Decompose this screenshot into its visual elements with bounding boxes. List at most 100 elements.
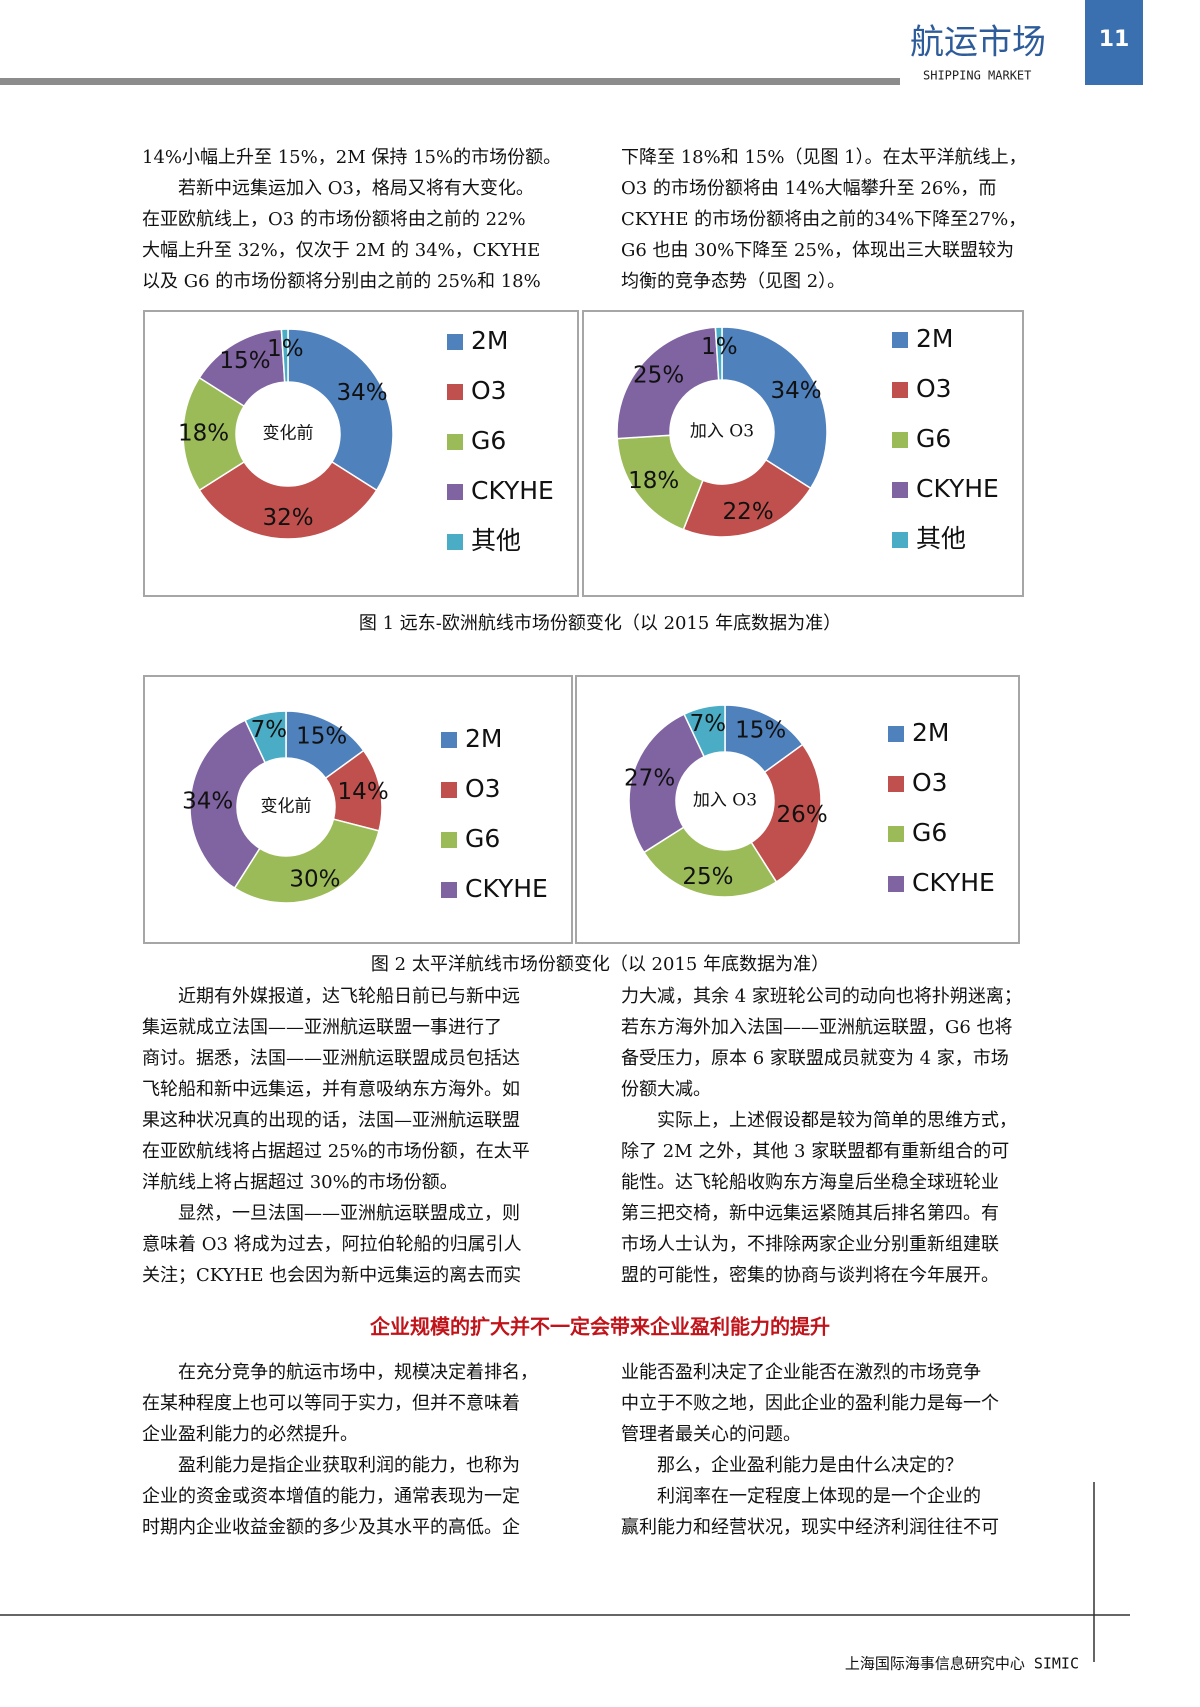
body-line: O3 的市场份额将由 14%大幅攀升至 26%，而 — [621, 178, 996, 199]
donut-slice — [616, 326, 720, 440]
data-label: 15% — [219, 348, 270, 374]
legend-label: CKYHE — [471, 476, 554, 505]
legend-label: O3 — [465, 774, 501, 803]
data-label: 14% — [338, 779, 389, 805]
legend-swatch — [892, 532, 908, 548]
body-line: 在充分竞争的航运市场中，规模决定着排名， — [178, 1362, 538, 1383]
legend-label: O3 — [471, 376, 507, 405]
legend-swatch — [447, 434, 463, 450]
body-line: 力大减，其余 4 家班轮公司的动向也将扑朔迷离； — [621, 986, 1022, 1007]
body-line: 飞轮船和新中远集运，并有意吸纳东方海外。如 — [142, 1079, 520, 1100]
data-label: 25% — [633, 363, 684, 389]
legend-label: 2M — [471, 326, 508, 355]
center-label: 变化前 — [261, 797, 312, 817]
body-line: 商讨。据悉，法国——亚洲航运联盟成员包括达 — [142, 1048, 520, 1069]
data-label: 15% — [296, 724, 347, 750]
donut-slice — [682, 458, 812, 538]
data-label: 7% — [251, 717, 288, 743]
header-title: 航运市场 — [910, 23, 1046, 63]
data-label: 1% — [701, 334, 738, 360]
legend-swatch — [892, 382, 908, 398]
legend-swatch — [888, 776, 904, 792]
body-line: 集运就成立法国——亚洲航运联盟一事进行了 — [142, 1017, 502, 1038]
legend-swatch — [892, 332, 908, 348]
figure-caption: 图 1 远东-欧洲航线市场份额变化（以 2015 年底数据为准） — [359, 613, 841, 634]
legend-swatch — [441, 782, 457, 798]
body-line: 那么，企业盈利能力是由什么决定的？ — [657, 1455, 963, 1476]
donut-slice — [714, 326, 723, 381]
data-label: 22% — [723, 499, 774, 525]
legend-swatch — [888, 826, 904, 842]
body-line: 若东方海外加入法国——亚洲航运联盟，G6 也将 — [621, 1017, 1013, 1038]
figure-caption: 图 2 太平洋航线市场份额变化（以 2015 年底数据为准） — [371, 954, 829, 975]
legend-label: G6 — [916, 424, 951, 453]
data-label: 34% — [770, 378, 821, 404]
legend-swatch — [888, 726, 904, 742]
body-line: 在某种程度上也可以等同于实力，但并不意味着 — [142, 1393, 520, 1414]
legend-label: CKYHE — [916, 474, 999, 503]
legend-swatch — [441, 732, 457, 748]
body-line: 意味着 O3 将成为过去，阿拉伯轮船的归属引人 — [142, 1234, 522, 1255]
body-line: 能性。达飞轮船收购东方海皇后坐稳全球班轮业 — [621, 1172, 999, 1193]
data-label: 1% — [267, 336, 304, 362]
body-line: 在亚欧航线将占据超过 25%的市场份额，在太平 — [142, 1141, 530, 1162]
donut-slice — [244, 710, 287, 764]
legend-label: O3 — [916, 374, 952, 403]
body-line: 企业的资金或资本增值的能力，通常表现为一定 — [142, 1486, 520, 1507]
body-line: 第三把交椅，新中远集运紧随其后排名第四。有 — [621, 1203, 999, 1224]
page-number: 11 — [1099, 27, 1130, 52]
legend-swatch — [447, 384, 463, 400]
header-subtitle: SHIPPING MARKET — [923, 69, 1031, 83]
body-line: 盟的可能性，密集的协商与谈判将在今年展开。 — [621, 1265, 999, 1286]
legend-label: 2M — [465, 724, 502, 753]
legend-label: 2M — [916, 324, 953, 353]
legend-label: CKYHE — [912, 868, 995, 897]
data-label: 25% — [682, 864, 733, 890]
body-line: 果这种状况真的出现的话，法国—亚洲航运联盟 — [142, 1110, 520, 1131]
legend-label: 2M — [912, 718, 949, 747]
body-line: 均衡的竞争态势（见图 2）。 — [621, 271, 845, 292]
data-label: 15% — [735, 718, 786, 744]
legend-label: G6 — [465, 824, 500, 853]
center-label: 加入 O3 — [693, 791, 757, 811]
legend-label: 其他 — [471, 526, 521, 555]
header-bar — [0, 78, 900, 85]
donut-slice — [721, 326, 828, 490]
body-line: 下降至 18%和 15%（见图 1）。在太平洋航线上， — [621, 147, 1027, 168]
body-line: 业能否盈利决定了企业能否在激烈的市场竞争 — [621, 1362, 981, 1383]
body-line: 盈利能力是指企业获取利润的能力，也称为 — [178, 1455, 520, 1476]
body-line: 中立于不败之地，因此企业的盈利能力是每一个 — [621, 1393, 999, 1414]
body-line: 企业盈利能力的必然提升。 — [142, 1424, 358, 1445]
legend-swatch — [892, 482, 908, 498]
footer-text: 上海国际海事信息研究中心 SIMIC — [845, 1655, 1079, 1673]
body-line: 近期有外媒报道，达飞轮船日前已与新中远 — [178, 986, 520, 1007]
data-label: 18% — [178, 421, 229, 447]
body-line: 除了 2M 之外，其他 3 家联盟都有重新组合的可 — [621, 1141, 1009, 1162]
body-line: 份额大减。 — [621, 1079, 711, 1100]
legend-swatch — [441, 832, 457, 848]
page-number-box — [1085, 0, 1143, 85]
legend-label: 其他 — [916, 524, 966, 553]
legend-swatch — [892, 432, 908, 448]
body-line: CKYHE 的市场份额将由之前的34%下降至27%， — [621, 209, 1026, 230]
legend-label: CKYHE — [465, 874, 548, 903]
body-line: 大幅上升至 32%，仅次于 2M 的 34%，CKYHE — [142, 240, 540, 261]
donut-slice — [198, 460, 378, 540]
body-line: 洋航线上将占据超过 30%的市场份额。 — [142, 1172, 458, 1193]
body-line: 备受压力，原本 6 家联盟成员就变为 4 家，市场 — [621, 1048, 1009, 1069]
body-line: 管理者最关心的问题。 — [621, 1424, 801, 1445]
body-line: 市场人士认为，不排除两家企业分别重新组建联 — [621, 1234, 999, 1255]
donut-slice — [750, 743, 822, 884]
center-label: 变化前 — [263, 424, 314, 444]
data-label: 34% — [182, 789, 233, 815]
donut-slice — [628, 713, 706, 854]
data-label: 34% — [336, 380, 387, 406]
body-line: 显然，一旦法国——亚洲航运联盟成立，则 — [178, 1203, 520, 1224]
body-line: 实际上，上述假设都是较为简单的思维方式， — [657, 1110, 1017, 1131]
donut-slice — [642, 826, 778, 898]
data-label: 26% — [777, 802, 828, 828]
donut-slice — [280, 328, 289, 383]
body-line: 在亚欧航线上，O3 的市场份额将由之前的 22% — [142, 209, 526, 230]
donut-slice — [233, 818, 380, 904]
